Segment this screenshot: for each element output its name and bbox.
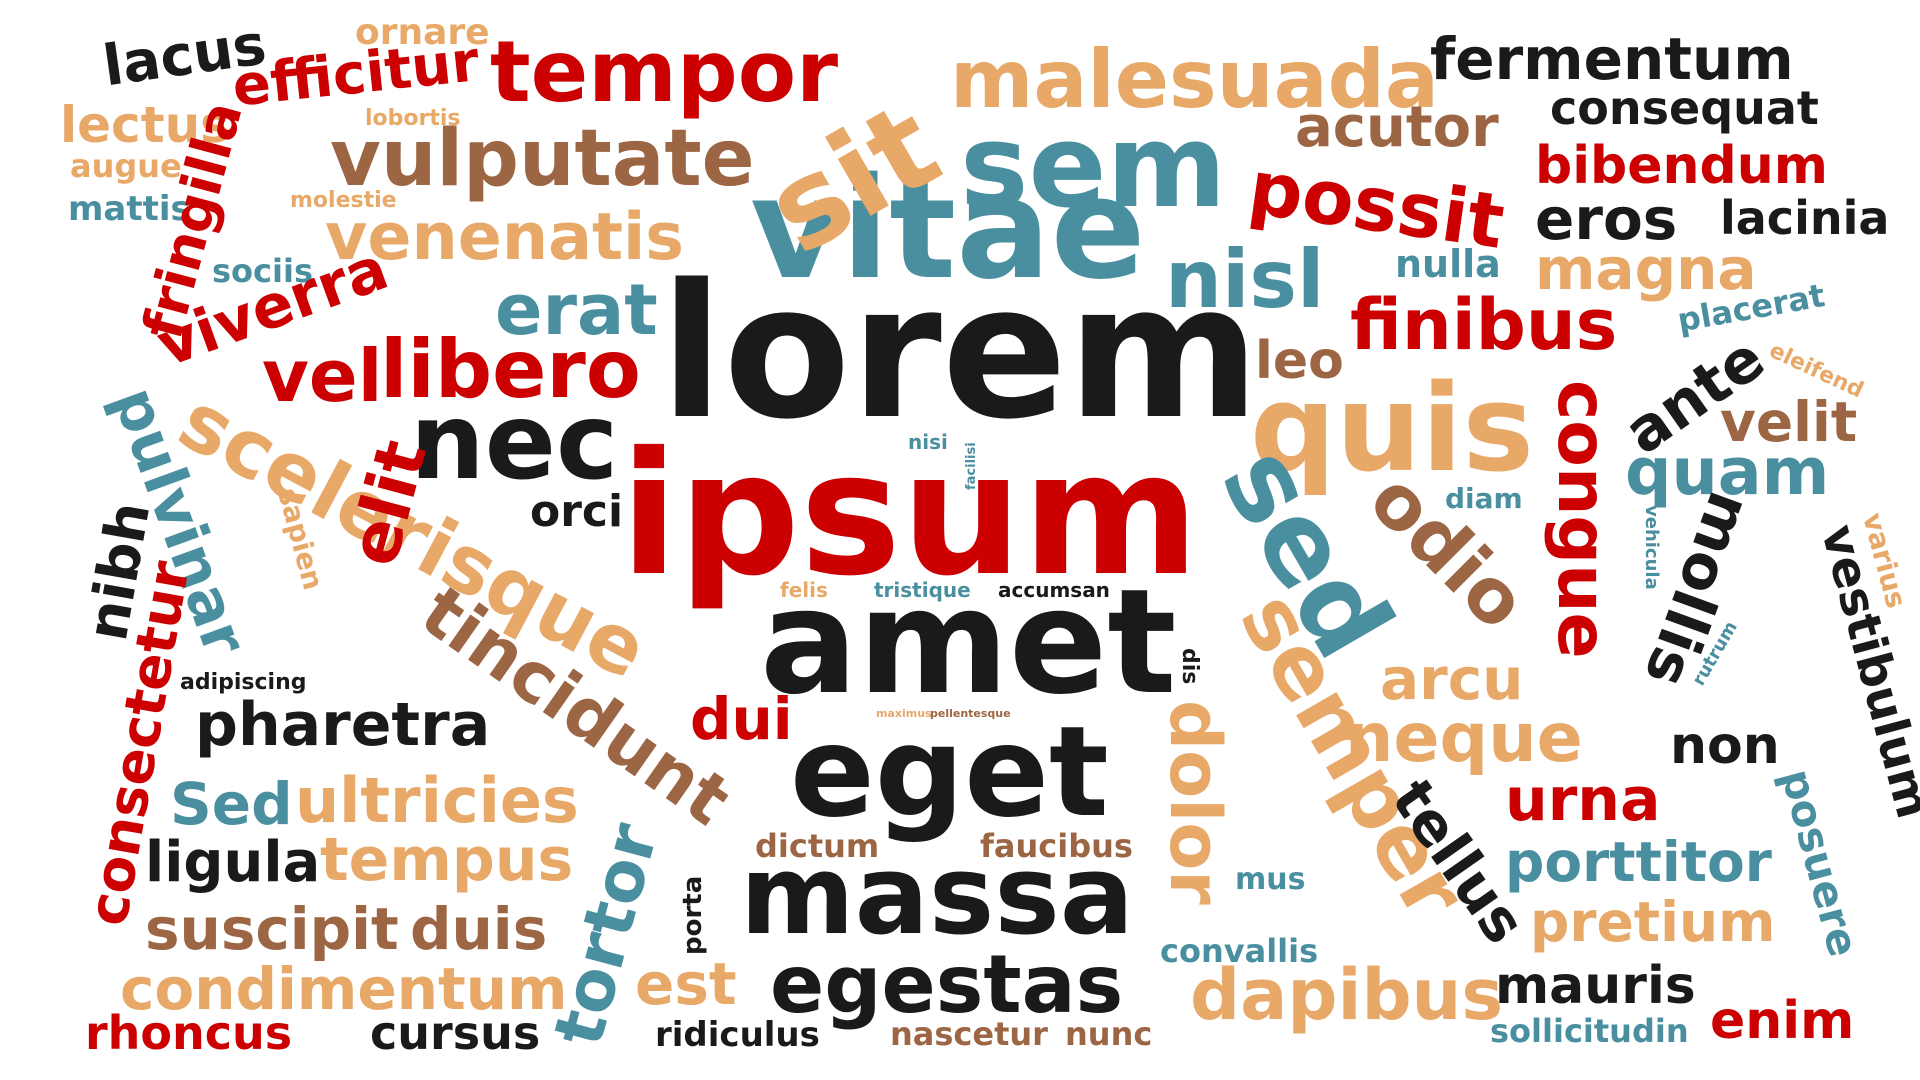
word-ornare: ornare — [355, 12, 490, 53]
word-tempor: tempor — [490, 23, 839, 122]
word-duis: duis — [410, 895, 548, 963]
word-amet: amet — [760, 558, 1177, 727]
word-bibendum: bibendum — [1535, 136, 1828, 196]
word-maximus: maximus — [876, 707, 932, 720]
word-neque: neque — [1345, 699, 1583, 778]
word-fermentum: fermentum — [1430, 25, 1794, 93]
word-mus: mus — [1235, 862, 1306, 897]
word-facilisi: facilisi — [964, 442, 979, 490]
word-vestibulum: vestibulum — [1809, 518, 1920, 825]
word-quis: quis — [1250, 360, 1534, 499]
word-ridiculus: ridiculus — [655, 1015, 820, 1055]
word-augue: augue — [70, 147, 182, 185]
word-convallis: convallis — [1160, 932, 1319, 970]
word-adipiscing: adipiscing — [180, 670, 307, 695]
word-lacinia: lacinia — [1720, 191, 1890, 245]
word-condimentum: condimentum — [120, 955, 568, 1023]
word-vulputate: vulputate — [330, 114, 755, 204]
word-nec: nec — [410, 381, 619, 503]
word-nascetur: nascetur — [890, 1015, 1048, 1053]
word-faucibus: faucibus — [980, 827, 1133, 865]
word-tristique: tristique — [874, 578, 971, 602]
word-nunc: nunc — [1065, 1015, 1153, 1053]
word-efficitur: efficitur — [229, 29, 482, 120]
word-vel: vel — [262, 334, 383, 418]
word-vehicula: vehicula — [1641, 505, 1662, 590]
word-vitae: vitae — [750, 148, 1146, 311]
word-tempus: tempus — [320, 825, 574, 895]
word-mauris: mauris — [1495, 956, 1696, 1016]
word-libero: libero — [380, 323, 641, 416]
word-erat: erat — [495, 269, 658, 351]
word-dis: dis — [1177, 648, 1202, 685]
word-leo: leo — [1255, 331, 1344, 391]
word-dolor: dolor — [1154, 700, 1236, 905]
word-nisl: nisl — [1165, 233, 1325, 326]
word-nisi: nisi — [908, 430, 948, 454]
word-lectus: lectus — [60, 96, 230, 154]
word-pharetra: pharetra — [195, 690, 491, 760]
word-posuere: posuere — [1771, 763, 1869, 962]
word-velit: velit — [1720, 390, 1858, 454]
word-egestas: egestas — [770, 938, 1124, 1031]
word-lorem: lorem — [660, 244, 1260, 460]
word-enim: enim — [1710, 991, 1855, 1051]
word-eros: eros — [1535, 185, 1678, 253]
word-porttitor: porttitor — [1505, 830, 1772, 894]
word-orci: orci — [530, 486, 624, 537]
word-sociis: sociis — [212, 252, 313, 290]
word-venenatis: venenatis — [325, 200, 684, 275]
word-molestie: molestie — [290, 188, 397, 213]
word-sollicitudin: sollicitudin — [1490, 1012, 1689, 1050]
word-dictum: dictum — [755, 827, 880, 865]
word-lobortis: lobortis — [365, 106, 461, 131]
word-Sed: Sed — [170, 770, 293, 838]
word-accumsan: accumsan — [998, 578, 1110, 602]
word-ultricies: ultricies — [295, 764, 579, 837]
word-cursus: cursus — [370, 1006, 541, 1060]
word-dui: dui — [690, 685, 793, 753]
word-consequat: consequat — [1550, 81, 1819, 135]
word-ipsum: ipsum — [620, 416, 1200, 614]
word-quam: quam — [1625, 435, 1830, 510]
word-non: non — [1670, 716, 1780, 776]
word-congue: congue — [1542, 380, 1621, 659]
word-malesuada: malesuada — [950, 33, 1439, 126]
word-urna: urna — [1505, 765, 1661, 835]
word-arcu: arcu — [1380, 645, 1524, 713]
word-eget: eget — [790, 700, 1109, 845]
word-porta: porta — [678, 875, 708, 955]
word-nulla: nulla — [1395, 242, 1501, 286]
word-pretium: pretium — [1530, 890, 1776, 954]
word-pellentesque: pellentesque — [930, 707, 1011, 720]
word-mattis: mattis — [68, 189, 191, 229]
word-diam: diam — [1445, 482, 1523, 515]
word-finibus: finibus — [1350, 284, 1618, 366]
word-suscipit: suscipit — [145, 895, 399, 963]
word-felis: felis — [780, 578, 828, 602]
word-est: est — [635, 950, 737, 1018]
word-magna: magna — [1535, 235, 1757, 303]
word-dapibus: dapibus — [1190, 954, 1504, 1036]
word-massa: massa — [740, 831, 1135, 959]
word-ligula: ligula — [145, 830, 321, 895]
word-rhoncus: rhoncus — [85, 1006, 293, 1060]
word-acutor: acutor — [1295, 95, 1499, 160]
word-sem: sem — [960, 100, 1227, 234]
